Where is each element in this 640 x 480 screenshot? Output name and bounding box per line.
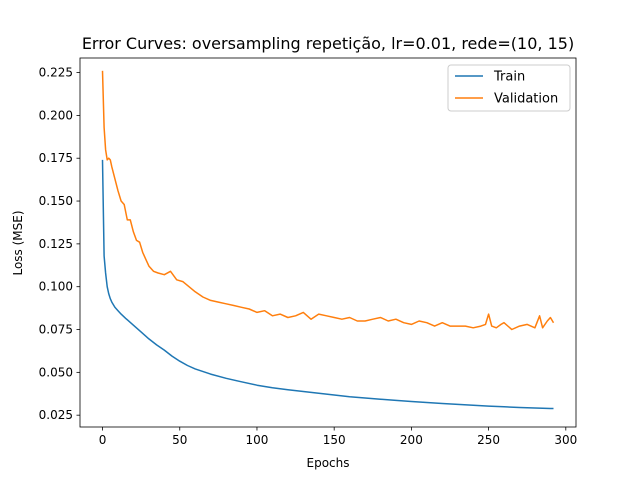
x-tick-label: 50 xyxy=(172,433,187,447)
y-tick-label: 0.225 xyxy=(39,66,73,80)
legend-label-train: Train xyxy=(493,70,525,85)
plot-area xyxy=(79,57,577,428)
y-tick-label: 0.050 xyxy=(39,365,73,379)
y-tick-label: 0.075 xyxy=(39,323,73,337)
plot-frame xyxy=(79,57,577,428)
y-tick-label: 0.150 xyxy=(39,194,73,208)
series-line-validation xyxy=(101,70,555,331)
x-tick-label: 0 xyxy=(99,433,107,447)
x-tick-label: 200 xyxy=(400,433,423,447)
x-tick-label: 150 xyxy=(323,433,346,447)
series-line-train xyxy=(101,159,554,410)
y-axis-label: Loss (MSE) xyxy=(11,210,25,275)
x-tick-label: 300 xyxy=(554,433,577,447)
y-axis-ticks: 0.025 0.050 0.075 0.100 0.125 0.150 0.175 0.200… xyxy=(39,66,80,422)
legend: Train Validation xyxy=(447,64,571,112)
y-tick-label: 0.175 xyxy=(39,151,73,165)
y-tick-label: 0.025 xyxy=(39,408,73,422)
y-tick-label: 0.100 xyxy=(39,280,73,294)
legend-label-validation: Validation xyxy=(494,92,558,107)
x-tick-label: 250 xyxy=(477,433,500,447)
x-axis-ticks: 0 50 100 150 200 250 300 xyxy=(99,427,577,447)
x-axis-label: Epochs xyxy=(307,456,350,470)
chart-title: Error Curves: oversampling repetição, lr… xyxy=(82,34,574,53)
x-tick-label: 100 xyxy=(246,433,269,447)
y-tick-label: 0.200 xyxy=(39,108,73,122)
y-tick-label: 0.125 xyxy=(39,237,73,251)
